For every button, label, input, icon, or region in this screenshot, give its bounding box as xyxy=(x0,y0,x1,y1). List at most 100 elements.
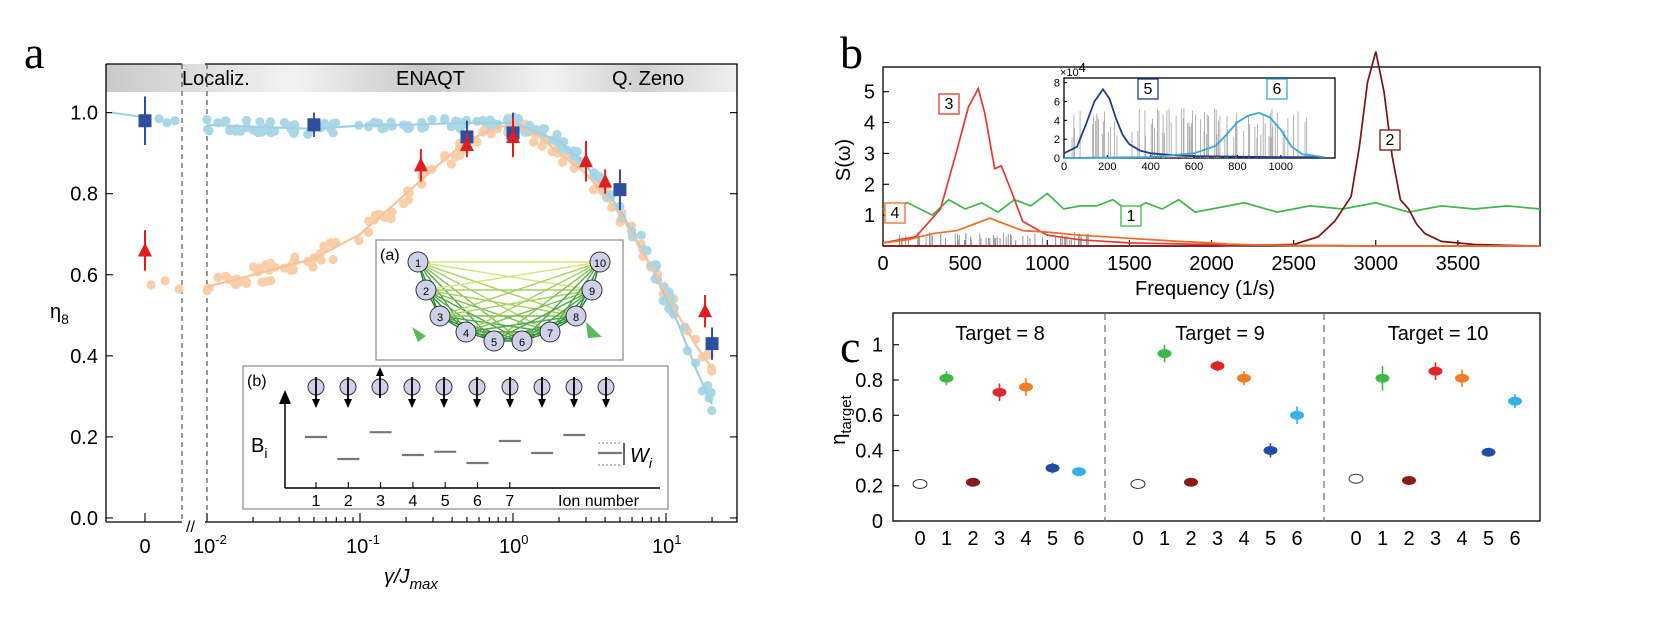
x-tick-label-c: 1 xyxy=(941,528,952,550)
coupling-line xyxy=(465,315,577,333)
inset-x-tick-label: 0 xyxy=(1061,161,1067,173)
group-title: Target = 10 xyxy=(1388,323,1489,345)
ion-tick-label: 6 xyxy=(473,493,482,510)
y-axis-label-b: S(ω) xyxy=(833,139,855,181)
x-tick-label-c: 5 xyxy=(1483,528,1494,550)
x-tick-label-a-sup: 0 xyxy=(521,532,528,547)
spin-arrow-head xyxy=(506,399,514,408)
inset-series-label: 5 xyxy=(1144,81,1153,98)
x-tick-label-c: 6 xyxy=(1509,528,1520,550)
orange-data-dot xyxy=(455,150,465,160)
red-triangle-point xyxy=(413,157,428,172)
blue-data-dot xyxy=(255,117,265,127)
y-tick-label-a: 0.6 xyxy=(70,265,98,287)
orange-data-dot xyxy=(446,159,456,169)
x-tick-label-c: 2 xyxy=(1403,528,1414,550)
x-tick-label-a: 10-1 xyxy=(346,532,380,558)
y-tick-label-b: 5 xyxy=(864,82,875,104)
inset-b-x-label: Ion number xyxy=(558,493,640,510)
inset-y-tick-label: 2 xyxy=(1054,134,1060,146)
x-tick-label-c: 1 xyxy=(1159,528,1170,550)
ion-tick-label: 3 xyxy=(376,493,385,510)
regime-label-localiz: Localiz. xyxy=(182,68,250,90)
inset-b-y-arrow xyxy=(279,390,291,404)
spin-arrow-head xyxy=(440,399,448,408)
inset-y-tick-label: 0 xyxy=(1054,153,1060,165)
coupling-line xyxy=(521,289,593,342)
x-tick-label-b: 3000 xyxy=(1354,253,1399,275)
x-tick-label-b: 2000 xyxy=(1189,253,1234,275)
x-tick-label-a-sup: -1 xyxy=(368,532,380,547)
inset-x-tick-label: 200 xyxy=(1098,161,1116,173)
x-tick-label-a: 0 xyxy=(139,536,150,558)
inset-b-background xyxy=(1056,68,1343,172)
y-axis-label-a-sub: 8 xyxy=(61,311,69,327)
group-title: Target = 8 xyxy=(955,323,1045,345)
inset-b-y-label: Bi xyxy=(251,435,267,461)
orange-data-dot xyxy=(174,284,184,294)
x-tick-label-a-sup: -2 xyxy=(215,532,227,547)
x-tick-label-b: 500 xyxy=(948,253,981,275)
injection-arrow xyxy=(412,327,426,342)
blue-fit-stub xyxy=(111,111,141,118)
w-label-sub: i xyxy=(649,455,653,471)
blue-data-dot xyxy=(202,115,212,125)
x-tick-label-a: 100 xyxy=(499,532,528,558)
coupling-line xyxy=(417,261,495,342)
y-tick-label-a: 0.2 xyxy=(70,427,98,449)
inset-series-label-box xyxy=(1266,78,1288,100)
orange-data-dot xyxy=(354,235,364,246)
y-tick-label-b: 3 xyxy=(864,143,875,165)
orange-data-dot xyxy=(266,275,276,286)
ion-label: 5 xyxy=(491,337,497,349)
blue-data-dot xyxy=(241,115,252,126)
x-axis-label-b: Frequency (1/s) xyxy=(1135,278,1275,300)
w-label-base: W xyxy=(630,445,651,467)
coupling-line xyxy=(439,261,601,317)
ion-label: 3 xyxy=(437,312,443,324)
orange-data-dot xyxy=(589,185,599,195)
orange-data-dot xyxy=(386,214,396,224)
spin-arrow-head xyxy=(344,399,352,408)
x-tick-label-c: 5 xyxy=(1265,528,1276,550)
blue-data-dot xyxy=(480,117,490,127)
inset-y-tick-label: 4 xyxy=(1054,115,1060,127)
blue-square-point xyxy=(613,183,627,197)
blue-data-dot xyxy=(253,127,263,138)
data-marker xyxy=(1348,473,1364,484)
blue-data-dot xyxy=(266,117,276,127)
y-tick-label-c: 0.8 xyxy=(855,370,883,392)
x-tick-label-c: 3 xyxy=(994,528,1005,550)
x-tick-label-a: 101 xyxy=(652,532,681,558)
red-triangle-point xyxy=(506,128,520,143)
blue-data-dot xyxy=(289,128,299,138)
y-axis-label-c-base: η xyxy=(828,434,850,445)
data-marker xyxy=(992,387,1007,397)
y-tick-label-a: 0.4 xyxy=(70,346,98,368)
data-marker xyxy=(1428,366,1443,376)
blue-data-dot xyxy=(236,126,246,136)
ion-circle xyxy=(407,251,429,273)
panel-label-a: a xyxy=(24,27,44,78)
x-tick-label-a-sup: 1 xyxy=(674,532,681,547)
inset-series-line-6 xyxy=(1063,111,1325,159)
y-tick-label-c: 0.2 xyxy=(855,476,883,498)
data-marker xyxy=(1290,410,1304,420)
blue-data-dot xyxy=(589,168,599,178)
y-tick-label-c: 0.6 xyxy=(855,405,883,427)
orange-data-dot xyxy=(213,272,223,283)
ion-circle xyxy=(415,279,437,301)
blue-data-dot xyxy=(513,114,524,124)
ion-tick-label: 1 xyxy=(312,493,321,510)
panel-label-c: c xyxy=(840,321,860,372)
series-label: 4 xyxy=(891,205,900,222)
orange-data-dot xyxy=(398,198,409,209)
chart-a: Localiz. ENAQT Q. Zeno // 0.0 0.2 0.4 0.6 0.8 1.0… xyxy=(50,63,738,593)
blue-data-dot xyxy=(440,115,450,125)
spin-arrow-head xyxy=(602,399,610,408)
axis-break-mark: // xyxy=(186,519,195,536)
orange-data-dot xyxy=(257,277,267,287)
blue-data-dot xyxy=(203,124,213,134)
